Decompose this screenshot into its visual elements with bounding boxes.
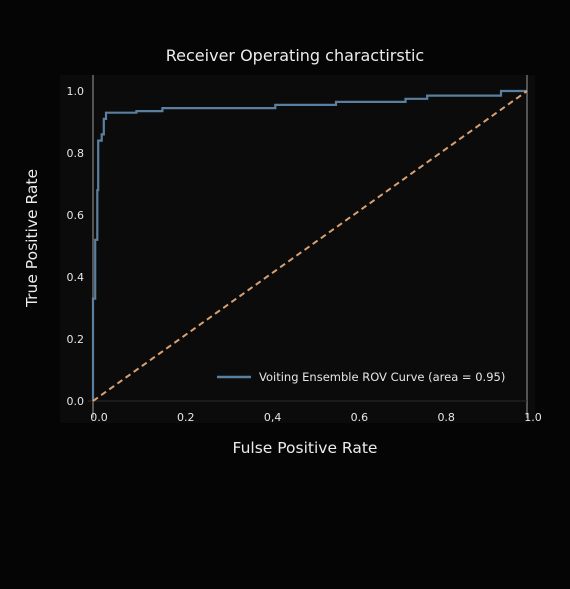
y-tick-label: 0.2 bbox=[67, 333, 85, 346]
x-tick-label: 0,4 bbox=[264, 411, 282, 424]
x-axis-label: Fulse Positive Rate bbox=[232, 439, 378, 457]
y-tick-label: 1.0 bbox=[67, 85, 85, 98]
x-tick-label: 0.0 bbox=[90, 411, 108, 424]
y-tick-label: 0.4 bbox=[67, 271, 85, 284]
x-tick-label: 0.8 bbox=[437, 411, 455, 424]
y-tick-label: 0.8 bbox=[67, 147, 85, 160]
chart-title: Receiver Operating charactirstic bbox=[165, 46, 425, 65]
y-tick-label: 0.0 bbox=[67, 395, 85, 408]
y-tick-label: 0.6 bbox=[67, 209, 85, 222]
x-tick-label: 0.6 bbox=[351, 411, 369, 424]
x-tick-label: 1.0 bbox=[524, 411, 542, 424]
chance-diagonal-line bbox=[92, 90, 528, 402]
roc-curve-line bbox=[91, 89, 527, 401]
plot-background bbox=[60, 75, 535, 423]
x-tick-label: 0.2 bbox=[177, 411, 195, 424]
legend-label: Voiting Ensemble ROV Curve (area = 0.95) bbox=[259, 370, 505, 384]
